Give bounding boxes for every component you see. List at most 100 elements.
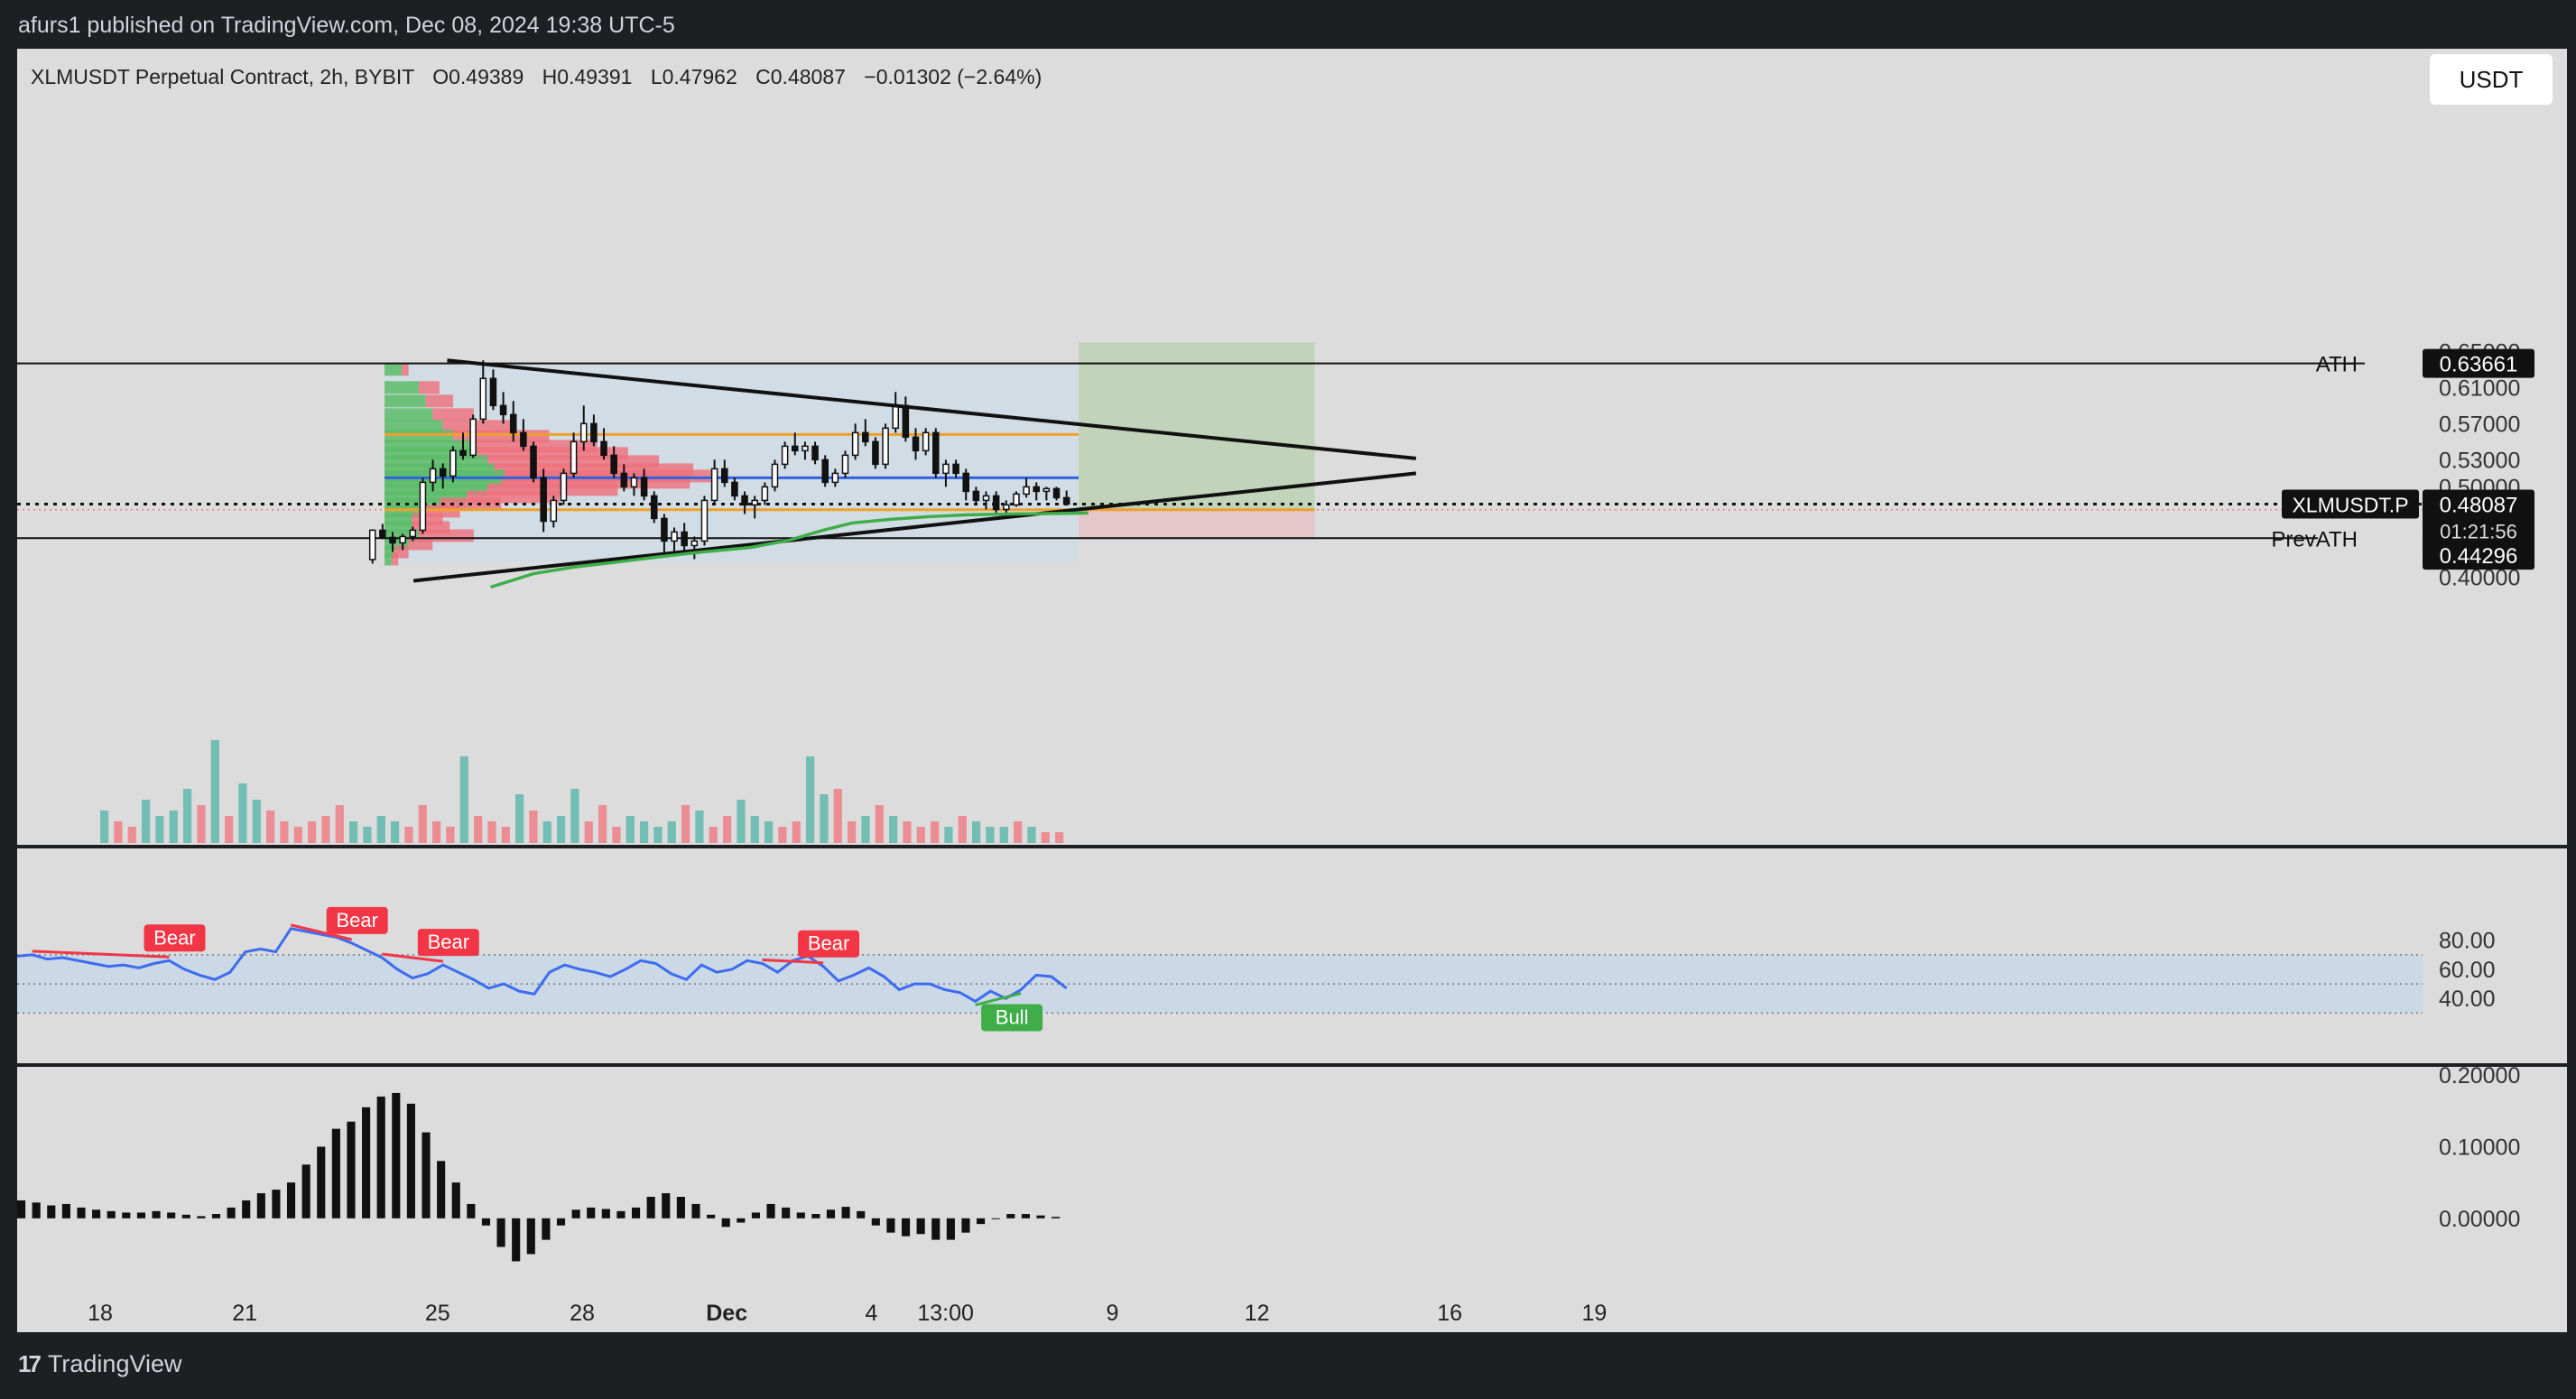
osc-bar	[451, 1182, 460, 1218]
osc-bar	[422, 1132, 431, 1218]
candle-body	[409, 529, 417, 538]
ath-price-tag: ATH 0.63661	[2316, 348, 2534, 378]
candle-body	[379, 529, 386, 539]
candle	[1013, 491, 1020, 507]
osc-bar	[782, 1207, 791, 1218]
candle-body	[851, 431, 859, 457]
volume-bar	[625, 816, 635, 843]
osc-bar	[481, 1218, 491, 1226]
osc-bar	[512, 1218, 521, 1262]
volume-bar	[529, 811, 538, 843]
symbol-tag: XLMUSDT.P	[2292, 494, 2408, 517]
volume-bar	[183, 789, 192, 843]
candle-body	[459, 449, 467, 457]
prev-ath-price-tag-label: PrevATH	[2271, 527, 2358, 551]
candle	[509, 401, 517, 442]
oscillator-pane[interactable]	[17, 1067, 2423, 1282]
volume-bar	[142, 800, 151, 843]
time-tick-label: 4	[865, 1301, 877, 1326]
candle	[560, 468, 568, 505]
divergence-label: Bull	[981, 1004, 1043, 1032]
volume-bar	[293, 827, 302, 843]
candle-body	[922, 431, 930, 452]
osc-bar	[991, 1218, 1000, 1219]
osc-bar	[946, 1218, 955, 1240]
price-chart[interactable]: 80.00 60.00 40.00 Bear Bear Bear Bear Bull 0.20…	[0, 0, 2576, 1336]
candle-body	[429, 468, 437, 484]
osc-bar	[707, 1214, 716, 1218]
volume-bar	[501, 827, 510, 843]
osc-bar	[77, 1207, 86, 1218]
profile-sell-row	[425, 394, 454, 408]
volume-bar	[695, 811, 704, 843]
candle-body	[781, 445, 789, 466]
time-tick-label: 21	[232, 1301, 257, 1326]
osc-bar	[571, 1209, 580, 1218]
osc-bar	[136, 1212, 146, 1218]
osc-bar	[362, 1107, 371, 1218]
candle-body	[449, 449, 457, 477]
volume-bar	[349, 821, 358, 843]
legend-low-label: L	[651, 65, 663, 88]
volume-bar	[986, 827, 995, 843]
price-axis[interactable]	[2423, 49, 2567, 1282]
volume-bars	[100, 740, 1064, 843]
time-axis[interactable]	[17, 1282, 2567, 1332]
candle-body	[570, 440, 578, 475]
candle-body	[811, 445, 819, 461]
profile-sell-row	[442, 420, 512, 433]
volume-bar	[806, 756, 815, 843]
candle-body	[690, 540, 699, 547]
currency-button[interactable]	[2430, 54, 2553, 105]
candle-body	[540, 477, 547, 523]
osc-bar	[1036, 1215, 1045, 1218]
candle-body	[792, 445, 799, 452]
volume-bar	[363, 827, 372, 843]
rsi-tick-label: 40.00	[2439, 987, 2496, 1012]
candle	[530, 441, 537, 483]
osc-bar	[1052, 1217, 1061, 1218]
time-tick-label: 13:00	[917, 1301, 974, 1326]
volume-bar	[653, 827, 663, 843]
time-tick-label: 12	[1245, 1301, 1270, 1326]
volume-bar	[335, 805, 344, 843]
osc-bar	[676, 1196, 685, 1218]
candle	[379, 523, 386, 540]
ath-price-tag-value: 0.63661	[2440, 353, 2518, 377]
osc-bar	[317, 1146, 326, 1218]
volume-bar	[570, 789, 579, 843]
divergence-label-text: Bear	[336, 909, 377, 931]
candle-body	[550, 499, 558, 523]
osc-bar	[331, 1128, 340, 1218]
legend-open: 0.49389	[449, 65, 524, 88]
osc-bar	[526, 1218, 535, 1255]
footer: 17 TradingView	[18, 1350, 182, 1378]
candle-body	[489, 377, 497, 407]
rsi-indicator: 80.00 60.00 40.00 Bear Bear Bear Bear Bull	[16, 906, 2496, 1032]
oscillator-histogram: 0.20000 0.10000 0.00000	[17, 1063, 2520, 1262]
volume-bar	[252, 800, 261, 843]
stop-price-tag: 0.44296	[2423, 541, 2534, 570]
candle	[671, 527, 678, 555]
candle	[802, 441, 809, 460]
candle-body	[1052, 487, 1061, 499]
candle-body	[972, 490, 980, 502]
candle-body	[479, 377, 487, 421]
footer-brand: TradingView	[47, 1350, 182, 1377]
candle	[499, 392, 507, 424]
candle	[610, 446, 617, 478]
volume-bar	[833, 789, 842, 843]
osc-bar	[616, 1210, 625, 1218]
volume-bar	[903, 821, 912, 843]
candle	[982, 491, 990, 510]
profile-buy-row	[385, 394, 426, 408]
rsi-tick-label: 60.00	[2439, 958, 2496, 983]
lower-trendline	[412, 471, 1417, 583]
osc-bar	[272, 1190, 281, 1218]
volume-bar	[376, 816, 385, 843]
candle-body	[841, 454, 849, 475]
candle-body	[992, 495, 1000, 511]
volume-bar	[667, 821, 676, 843]
candle	[579, 405, 588, 451]
candle	[1023, 477, 1030, 498]
